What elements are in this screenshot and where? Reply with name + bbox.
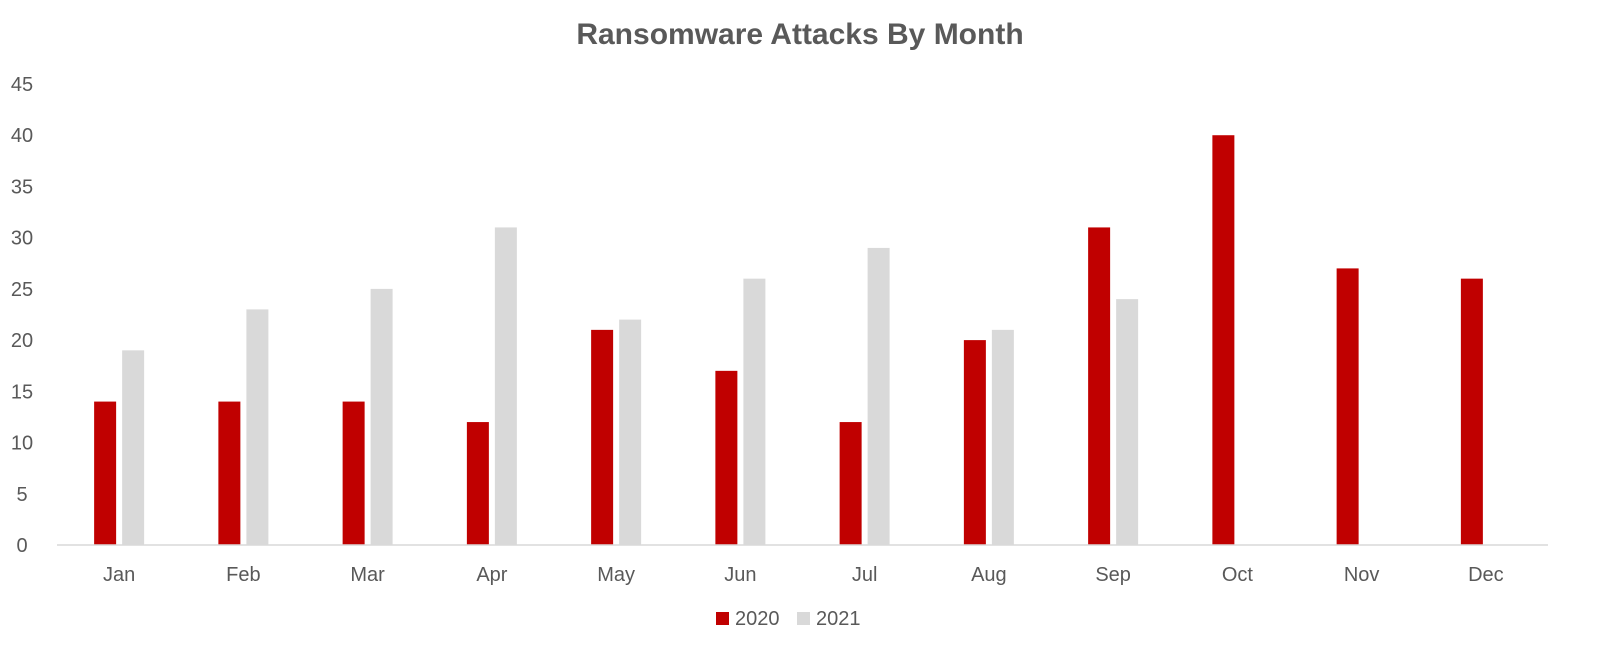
bars <box>94 135 1483 545</box>
y-tick-label: 25 <box>11 279 33 301</box>
y-tick-label: 10 <box>11 433 33 455</box>
x-tick-label: Nov <box>1344 564 1380 586</box>
x-tick-label: Dec <box>1468 564 1504 586</box>
bar-2021-aug <box>991 329 1014 545</box>
x-tick-label: Jan <box>103 564 135 586</box>
bar-2020-dec <box>1460 278 1483 545</box>
legend: 2020 2021 <box>716 608 861 630</box>
x-tick-label: Apr <box>476 564 507 586</box>
y-tick-label: 5 <box>16 484 27 506</box>
bar-2020-jan <box>94 401 117 545</box>
bar-2021-mar <box>370 288 393 545</box>
bar-2020-apr <box>466 422 489 545</box>
bar-2021-jan <box>122 350 145 545</box>
x-tick-label: Mar <box>350 564 385 586</box>
x-tick-label: Feb <box>226 564 260 586</box>
x-tick-label: Aug <box>971 564 1007 586</box>
y-tick-label: 15 <box>11 381 33 403</box>
y-tick-label: 20 <box>11 330 33 352</box>
bar-2020-feb <box>218 401 241 545</box>
legend-label: 2021 <box>816 608 861 630</box>
y-tick-label: 40 <box>11 125 33 147</box>
bar-2021-feb <box>246 309 269 545</box>
bar-2021-may <box>619 319 642 545</box>
y-tick-label: 35 <box>11 176 33 198</box>
bar-2020-nov <box>1336 268 1359 545</box>
y-tick-label: 0 <box>16 535 27 557</box>
legend-label: 2020 <box>735 608 780 630</box>
x-tick-label: Jul <box>852 564 878 586</box>
bar-2021-jun <box>743 278 766 545</box>
bar-2021-apr <box>494 227 517 545</box>
x-tick-label: Sep <box>1095 564 1131 586</box>
bar-2021-jul <box>867 247 890 545</box>
legend-swatch <box>797 612 810 625</box>
bar-2020-may <box>591 329 614 545</box>
chart-title: Ransomware Attacks By Month <box>576 18 1024 51</box>
x-axis-ticks: Jan Feb Mar Apr May Jun Jul Aug Sep Oct Nov Dec <box>103 564 1504 586</box>
bar-2020-aug <box>963 340 986 545</box>
legend-swatch <box>716 612 729 625</box>
bar-2020-mar <box>342 401 365 545</box>
bar-2020-sep <box>1088 227 1111 545</box>
bar-2021-sep <box>1116 299 1139 545</box>
y-tick-label: 45 <box>11 74 33 96</box>
bar-2020-oct <box>1212 135 1235 545</box>
bar-2020-jul <box>839 422 862 545</box>
x-tick-label: May <box>597 564 635 586</box>
y-axis-ticks: 0 5 10 15 20 25 30 35 40 45 <box>11 74 33 557</box>
y-tick-label: 30 <box>11 228 33 250</box>
x-tick-label: Oct <box>1222 564 1254 586</box>
x-tick-label: Jun <box>724 564 756 586</box>
bar-2020-jun <box>715 370 738 545</box>
